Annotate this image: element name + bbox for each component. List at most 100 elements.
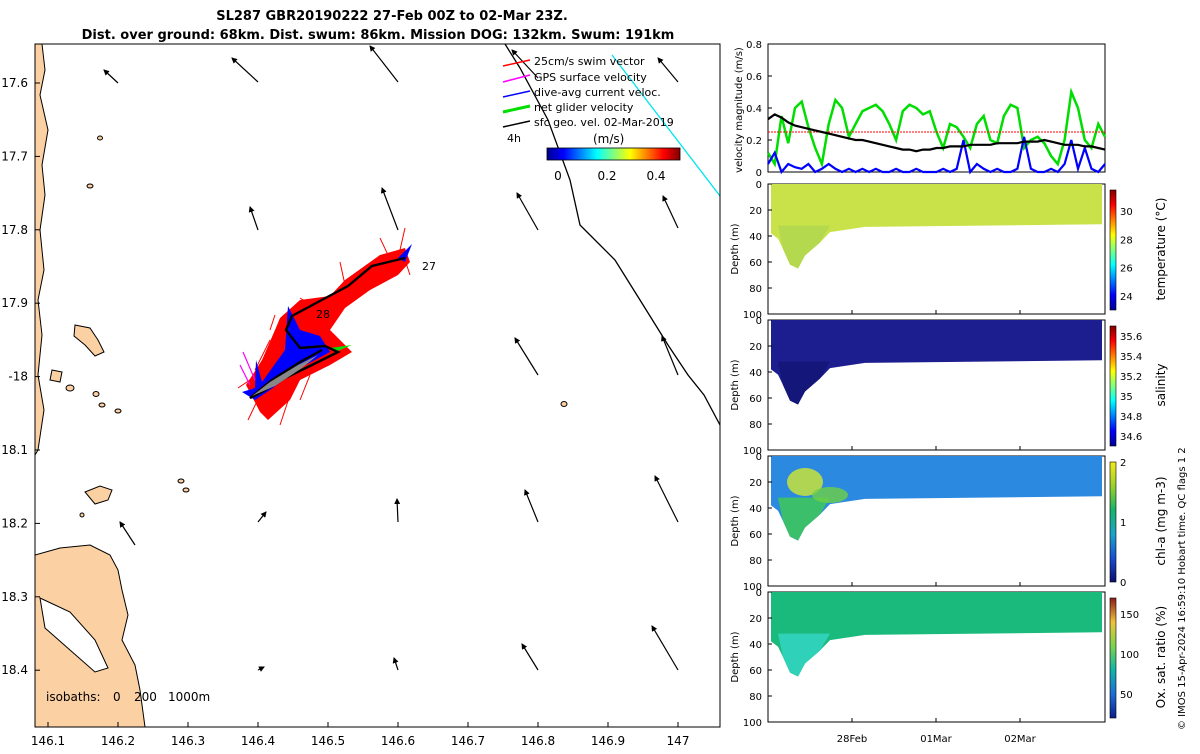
colorbar-tick-label: 150	[1120, 610, 1139, 621]
colorbar-tick-label: 100	[1120, 650, 1139, 661]
land-island-10	[177, 478, 185, 484]
reference-line	[611, 54, 720, 197]
section-colorbar	[1109, 189, 1117, 311]
lon-tick-label: 146.3	[171, 734, 205, 748]
colorbar-tick-label: 2	[1120, 458, 1126, 469]
land-island-2	[84, 485, 113, 505]
section-data-body	[771, 320, 1102, 405]
colorbar-tick-label: 35.6	[1120, 332, 1142, 343]
section-y-tick-label: 40	[749, 232, 762, 243]
land-island-8	[86, 183, 94, 189]
colorbar-tick-label: 24	[1120, 292, 1133, 303]
section-oxygen: 0 20 40 60 80 100 Depth (m) 50 100 150 Ox. sat. ra…	[730, 588, 1168, 729]
legend-swatch-net	[502, 104, 531, 114]
map-frame	[34, 43, 721, 728]
colorbar-label: chl-a (mg m-3)	[1154, 476, 1168, 565]
section-y-tick-label: 0	[756, 180, 762, 191]
section-y-tick-label: 20	[749, 206, 762, 217]
geo-arrow	[380, 187, 399, 231]
speed-y-tick-label: 0.6	[746, 72, 762, 83]
colorbar-tick-label: 26	[1120, 264, 1133, 275]
colorbar-tick-label: 35.2	[1120, 372, 1142, 383]
section-colorbar	[1109, 597, 1117, 719]
geo-arrow	[369, 45, 399, 83]
section-y-axis-label: Depth (m)	[730, 359, 741, 410]
title-line-1: SL287 GBR20190222 27-Feb 00Z to 02-Mar 2…	[216, 9, 568, 24]
legend-label-swim: 25cm/s swim vector	[534, 55, 645, 68]
swim-vector-spikes	[237, 227, 411, 426]
geo-arrow	[394, 498, 401, 523]
section-y-tick-label: 60	[749, 394, 762, 405]
title-line-2: Dist. over ground: 68km. Dist. swum: 86k…	[82, 28, 675, 43]
legend-item: dive-avg current veloc.	[502, 86, 661, 99]
lon-tick-label: 147	[667, 734, 690, 748]
lon-tick-label: 146.1	[31, 734, 65, 748]
legend-item: GPS surface velocity	[502, 71, 647, 84]
section-y-tick-label: 100	[743, 582, 762, 593]
colorbar-tick-label: 50	[1120, 690, 1133, 701]
geo-velocity-arrows	[103, 45, 679, 672]
chl-bloom	[812, 487, 848, 503]
glider-track	[237, 227, 412, 426]
geo-arrow	[657, 57, 679, 83]
gps-velocity-vectors	[239, 351, 256, 386]
geo-arrow	[654, 475, 679, 523]
section-y-tick-label: 60	[749, 666, 762, 677]
geo-arrow	[231, 57, 259, 83]
speed-y-axis-label: velocity magnitude (m/s)	[734, 47, 745, 173]
lon-tick-label: 146.4	[241, 734, 275, 748]
section-data-deep	[778, 497, 830, 541]
land-island-1	[73, 324, 105, 357]
geo-arrow	[103, 69, 119, 84]
section-y-tick-label: 80	[749, 284, 762, 295]
section-temperature: 0 20 40 60 80 100 Depth (m) 24 26 28 30 temperature…	[730, 180, 1168, 321]
geo-arrow	[662, 195, 679, 229]
latitude-ticks: 17.6 17.7 17.8 17.9 -18 18.1 18.2 18.3 18.4	[1, 76, 40, 677]
colorbar-title: (m/s)	[593, 132, 624, 146]
lat-tick-label: 18.1	[1, 443, 28, 457]
colorbar-tick-label: 35.4	[1120, 352, 1142, 363]
land-island-3	[49, 369, 63, 383]
legend-swatch-gps	[502, 74, 531, 83]
geo-arrow	[257, 511, 267, 523]
section-data-deep	[778, 633, 830, 677]
section-colorbar	[1109, 461, 1117, 583]
legend-swatch-geo	[502, 120, 531, 128]
section-y-tick-label: 0	[756, 588, 762, 599]
section-y-tick-label: 20	[749, 478, 762, 489]
land-hinchinbrook	[39, 597, 109, 673]
colorbar-label: temperature (°C)	[1154, 198, 1168, 301]
colorbar-tick-label: 30	[1120, 207, 1133, 218]
dive-avg-current-head	[398, 244, 412, 262]
legend-label-gps: GPS surface velocity	[534, 71, 647, 84]
longitude-ticks: 146.1 146.2 146.3 146.4 146.5 146.6 146.7 146.8…	[31, 722, 690, 748]
legend-swatch-current	[502, 90, 531, 98]
section-y-tick-label: 40	[749, 640, 762, 651]
legend-item: sfc geo. vel. 02-Mar-2019	[502, 116, 674, 129]
geo-arrow	[516, 192, 539, 231]
geo-arrow	[661, 335, 679, 376]
section-data-body	[771, 184, 1102, 269]
section-y-axis-label: Depth (m)	[730, 223, 741, 274]
section-y-tick-label: 80	[749, 692, 762, 703]
time-label-01mar: 01Mar	[920, 734, 952, 745]
geo-arrow	[514, 337, 539, 376]
section-y-tick-label: 0	[756, 316, 762, 327]
isobath-1000m	[504, 44, 720, 426]
map-legend: 25cm/s swim vector GPS surface velocity …	[502, 55, 681, 183]
speed-y-tick-label: 0.8	[746, 40, 762, 51]
legend-label-current: dive-avg current veloc.	[534, 86, 661, 99]
day-label-28: 28	[316, 308, 330, 321]
speed-y-tick-label: 0.4	[746, 104, 762, 115]
speed-y-tick-label: 0.2	[746, 136, 762, 147]
land-reef-1	[560, 401, 568, 407]
speed-series-smoothed-speed	[767, 113, 1106, 153]
colorbar-label: Ox. sat. ratio (%)	[1154, 606, 1168, 708]
legend-label-net: net glider velocity	[534, 101, 634, 114]
section-y-axis-label: Depth (m)	[730, 631, 741, 682]
geo-arrow	[248, 206, 259, 231]
time-label-02mar: 02Mar	[1004, 734, 1036, 745]
